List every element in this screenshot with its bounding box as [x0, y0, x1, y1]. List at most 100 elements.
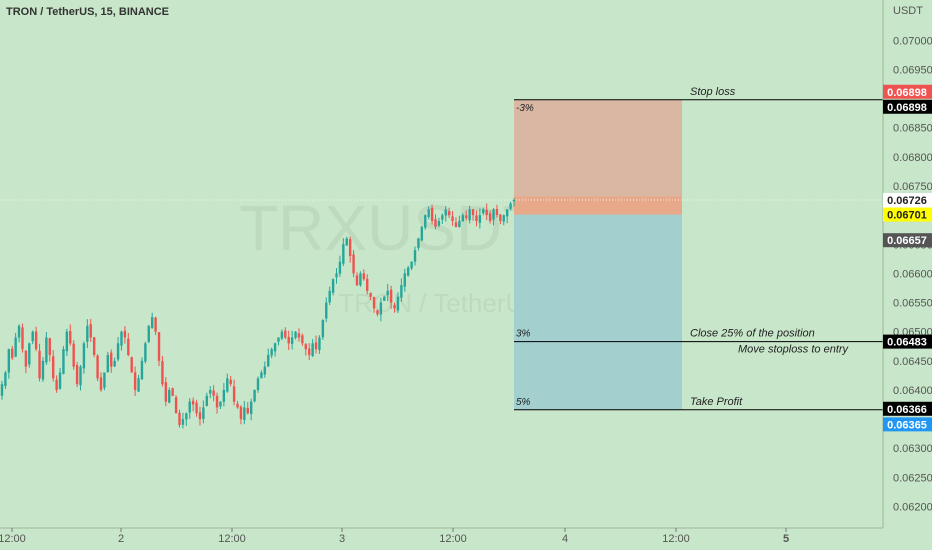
candle-body: [202, 407, 205, 419]
candle-body: [21, 327, 24, 350]
candle-body: [502, 215, 505, 222]
time-tick-label: 12:00: [0, 533, 26, 545]
candle-body: [393, 304, 396, 309]
price-badge: [883, 99, 932, 114]
candle-body: [52, 356, 55, 379]
candle-body: [123, 330, 127, 338]
level-percent: 3%: [516, 329, 531, 340]
candle-body: [92, 337, 96, 355]
candle-body: [372, 296, 376, 309]
candle-body: [127, 338, 130, 355]
candle-body: [482, 209, 485, 214]
time-tick-label: 4: [562, 533, 568, 545]
candle-body: [444, 209, 447, 216]
candle-body: [413, 250, 417, 262]
candle-body: [311, 343, 314, 357]
candle-body: [174, 397, 178, 414]
price-tick-label: 0.06800: [893, 152, 932, 164]
candle-body: [164, 382, 168, 402]
candle-body: [465, 215, 468, 219]
candle-body: [222, 389, 226, 402]
candle-body: [294, 331, 297, 338]
candle-body: [434, 219, 437, 227]
candle-body: [297, 333, 301, 338]
candle-body: [335, 273, 338, 278]
candle-body: [403, 273, 406, 287]
candle-body: [62, 349, 65, 374]
candle-body: [45, 337, 48, 363]
candle-body: [171, 388, 174, 396]
time-axis[interactable]: 12:00 2 12:00 3 12:00 4 12:00 5: [0, 528, 789, 545]
candle-body: [154, 317, 157, 332]
candle-body: [243, 407, 246, 421]
candle-body: [86, 325, 89, 342]
price-badge: [883, 84, 932, 99]
candle-body: [89, 324, 92, 338]
candle-body: [400, 285, 403, 298]
candle-body: [355, 275, 359, 286]
candle-body: [478, 215, 482, 223]
candle-body: [106, 355, 110, 373]
candle-body: [236, 403, 239, 408]
position-zones: [0, 99, 883, 410]
candle-body: [212, 390, 215, 396]
candle-body: [7, 349, 11, 373]
candle-body: [41, 360, 45, 380]
candle-body: [226, 378, 229, 392]
candle-body: [181, 419, 185, 425]
candle-body: [376, 310, 379, 315]
candle-body: [137, 378, 140, 392]
candle-body: [75, 365, 79, 385]
candle-body: [328, 290, 331, 303]
candle-body: [362, 273, 366, 280]
candle-body: [82, 343, 86, 369]
price-tick-label: 0.06550: [893, 298, 932, 310]
candle-body: [72, 343, 75, 367]
chart-title: TRON / TetherUS, 15, BINANCE: [6, 6, 169, 18]
candle-body: [120, 331, 123, 346]
time-tick-label: 12:00: [439, 533, 467, 545]
candle-body: [492, 209, 495, 220]
price-badge-text: 0.06366: [887, 404, 927, 416]
candle-body: [209, 389, 212, 394]
candle-body: [260, 372, 263, 379]
price-tick-label: 0.06200: [893, 502, 932, 514]
profit-zone: [514, 214, 682, 410]
price-tick-label: 0.06750: [893, 181, 932, 193]
price-badge: [883, 334, 932, 349]
candle-body: [461, 215, 464, 222]
candle-body: [273, 343, 277, 352]
candle-body: [383, 296, 386, 301]
candle-body: [130, 357, 133, 373]
candle-body: [195, 402, 198, 414]
candle-body: [325, 302, 328, 319]
candle-body: [140, 360, 144, 380]
candle-body: [150, 317, 154, 329]
candle-body: [198, 412, 202, 420]
candle-body: [417, 238, 420, 249]
price-tick-label: 0.06400: [893, 385, 932, 397]
price-badge-text: 0.06726: [887, 195, 927, 207]
candle-body: [205, 395, 208, 406]
candle-body: [280, 331, 284, 339]
candle-body: [103, 372, 106, 388]
candle-body: [99, 377, 103, 390]
candle-body: [406, 267, 410, 276]
candle-body: [0, 384, 4, 396]
price-badges: 0.068980.068980.0672614:190.067010.06657…: [883, 84, 932, 432]
candle-body: [270, 349, 273, 356]
candle-body: [58, 372, 62, 389]
candle-body: [69, 331, 72, 344]
price-badge-text: 0.06898: [887, 102, 927, 114]
candle-body: [28, 343, 31, 365]
time-tick-label: 5: [783, 533, 789, 545]
candle-body: [31, 331, 34, 342]
level-lines[interactable]: Stop loss -3% Close 25% of the position 3% M…: [514, 86, 883, 411]
candle-body: [366, 278, 369, 291]
candle-body: [34, 331, 38, 350]
price-badge-text: 0.06365: [887, 419, 927, 431]
candle-body: [499, 214, 502, 221]
candle-body: [232, 386, 236, 402]
